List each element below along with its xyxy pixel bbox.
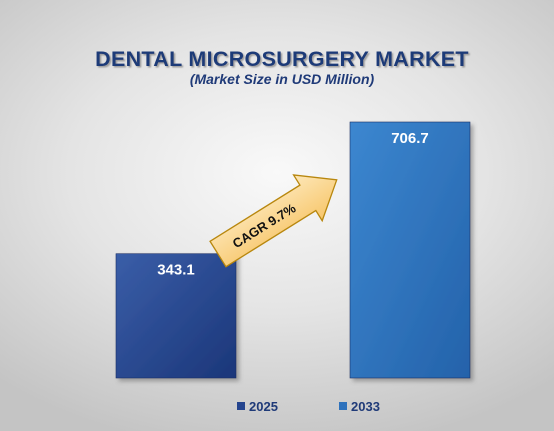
bars-group: 343.1 706.7 bbox=[115, 121, 471, 379]
bar-2025 bbox=[115, 253, 237, 379]
bar-value-label-2033: 706.7 bbox=[391, 130, 429, 147]
legend: 2025 2033 bbox=[237, 399, 380, 414]
cagr-arrow: CAGR 9.7% bbox=[209, 174, 338, 268]
legend-label-2033: 2033 bbox=[351, 399, 380, 414]
legend-marker-2025 bbox=[237, 402, 245, 410]
bar-value-label-2025: 343.1 bbox=[157, 262, 195, 279]
legend-label-2025: 2025 bbox=[249, 399, 278, 414]
chart-subtitle: (Market Size in USD Million) bbox=[190, 71, 375, 87]
chart-title: DENTAL MICROSURGERY MARKET bbox=[95, 47, 469, 71]
legend-marker-2033 bbox=[339, 402, 347, 410]
cagr-arrow-shape bbox=[209, 174, 338, 268]
bar-2033 bbox=[349, 121, 471, 379]
